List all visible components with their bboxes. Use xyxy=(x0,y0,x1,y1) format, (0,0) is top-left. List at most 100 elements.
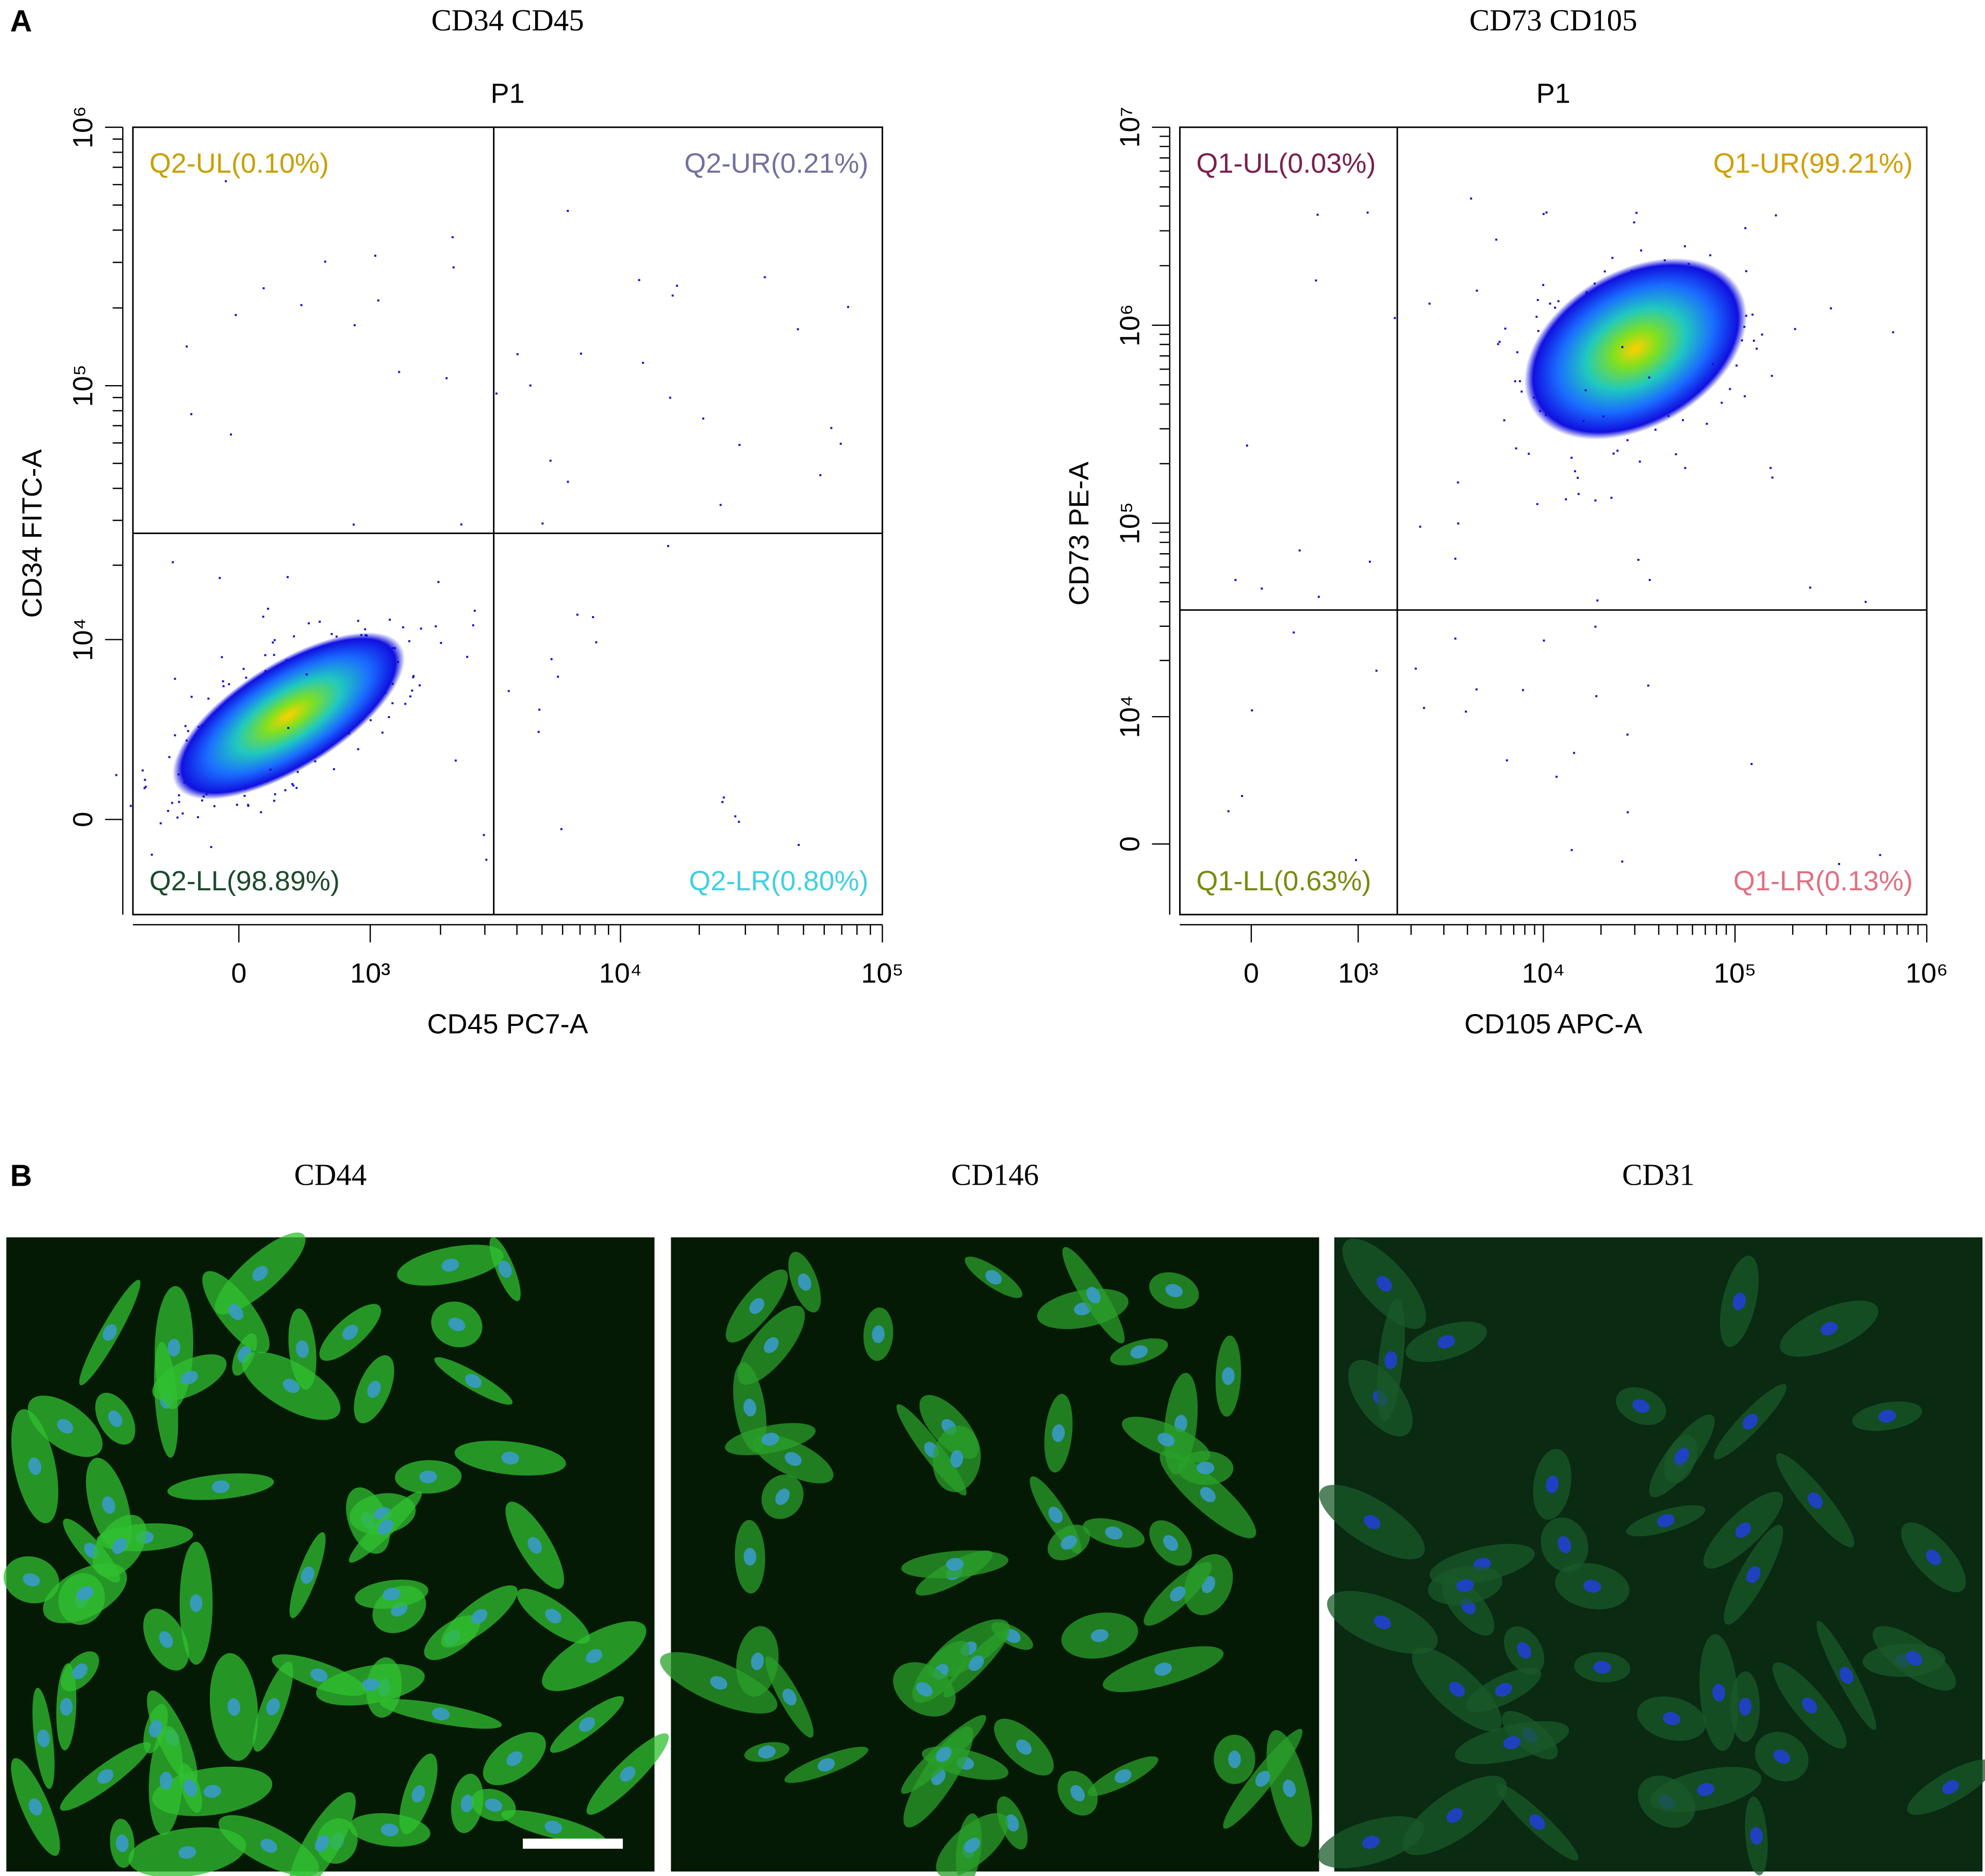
event-dot xyxy=(549,459,552,462)
event-dot xyxy=(1475,688,1478,691)
event-dot xyxy=(1516,351,1518,354)
nucleus xyxy=(1942,1780,1959,1795)
event-dot xyxy=(178,801,180,803)
event-dot xyxy=(1419,525,1421,528)
event-dot xyxy=(411,689,413,692)
event-dot xyxy=(460,523,462,526)
nucleus xyxy=(964,1837,980,1853)
event-dot xyxy=(1639,460,1641,463)
event-dot xyxy=(1838,862,1841,865)
x-axis-label: CD45 PC7-A xyxy=(427,1008,588,1039)
chart-title: CD34 CD45 xyxy=(431,3,584,37)
event-dot xyxy=(1684,245,1686,247)
nucleus xyxy=(620,1766,636,1782)
nucleus xyxy=(506,1751,523,1766)
event-dot xyxy=(1612,452,1615,455)
nucleus xyxy=(1255,1770,1270,1787)
event-dot xyxy=(567,480,569,483)
event-dot xyxy=(451,236,454,239)
nucleus xyxy=(1663,1712,1680,1725)
nucleus xyxy=(149,1720,162,1738)
event-dot xyxy=(1892,331,1894,334)
event-dot xyxy=(1503,419,1506,422)
event-dot xyxy=(307,622,310,625)
event-dot xyxy=(353,523,355,526)
event-dot xyxy=(1573,752,1576,754)
nucleus xyxy=(465,1374,482,1388)
nucleus xyxy=(743,1399,756,1417)
nucleus xyxy=(818,1758,835,1772)
event-dot xyxy=(798,844,800,846)
event-dot xyxy=(364,628,367,630)
nucleus xyxy=(184,1779,197,1797)
event-dot xyxy=(374,255,376,257)
nucleus xyxy=(1377,1275,1392,1292)
event-dot xyxy=(1498,341,1501,343)
event-dot xyxy=(719,504,722,506)
event-dot xyxy=(1771,375,1773,377)
x-tick-label: 0 xyxy=(1244,958,1259,989)
event-dot xyxy=(1721,402,1723,404)
nucleus xyxy=(283,1379,300,1393)
nucleus xyxy=(527,1537,542,1554)
event-dot xyxy=(1457,481,1459,484)
x-tick-label: 10⁴ xyxy=(599,958,642,989)
event-dot xyxy=(1542,213,1545,215)
event-dot xyxy=(1528,453,1530,455)
event-dot xyxy=(839,442,842,445)
event-dot xyxy=(1712,363,1714,366)
nucleus xyxy=(57,1419,74,1434)
event-dot xyxy=(262,616,264,618)
event-dot xyxy=(1640,249,1643,252)
event-dot xyxy=(1594,499,1597,502)
event-dot xyxy=(210,846,212,848)
event-dot xyxy=(333,768,335,770)
event-dot xyxy=(229,433,232,436)
micrograph xyxy=(4,1232,669,1876)
y-tick-label: 10⁴ xyxy=(1114,695,1145,738)
nucleus xyxy=(1739,1698,1752,1716)
event-dot xyxy=(1470,197,1473,200)
nucleus xyxy=(23,1573,40,1587)
nucleus xyxy=(936,1747,952,1762)
event-dot xyxy=(1454,557,1457,560)
event-dot xyxy=(324,260,326,263)
y-tick-label: 10⁷ xyxy=(1114,107,1145,148)
nucleus xyxy=(72,1663,88,1680)
nucleus xyxy=(460,1795,474,1813)
event-dot xyxy=(143,787,146,789)
event-dot xyxy=(1454,637,1457,640)
event-dot xyxy=(1751,313,1754,316)
event-dot xyxy=(472,624,474,626)
nucleus xyxy=(28,1798,42,1816)
nucleus xyxy=(1200,1487,1216,1502)
x-tick-label: 10⁶ xyxy=(1906,958,1948,989)
event-dot xyxy=(273,654,275,656)
nucleus xyxy=(758,1746,776,1758)
event-dot xyxy=(267,607,269,610)
nucleus xyxy=(1222,1367,1235,1385)
event-dot xyxy=(184,725,187,727)
nucleus xyxy=(203,1785,221,1798)
event-dot xyxy=(273,639,276,641)
nucleus xyxy=(586,1649,603,1664)
nucleus xyxy=(377,1519,393,1535)
quadrant-label: Q1-LL(0.63%) xyxy=(1196,866,1371,897)
event-dot xyxy=(1769,467,1772,469)
event-dot xyxy=(1515,447,1517,450)
event-dot xyxy=(129,805,132,807)
x-axis-label: CD105 APC-A xyxy=(1464,1008,1642,1039)
event-dot xyxy=(1648,578,1651,581)
nucleus xyxy=(211,1480,230,1493)
event-dot xyxy=(1317,595,1320,598)
panel-label: B xyxy=(10,1159,32,1192)
nucleus xyxy=(1456,1579,1474,1592)
event-dot xyxy=(580,352,582,355)
event-dot xyxy=(466,656,469,658)
event-dot xyxy=(1422,707,1425,709)
nucleus xyxy=(1495,1683,1512,1697)
event-dot xyxy=(207,698,210,700)
event-dot xyxy=(1465,710,1467,713)
event-dot xyxy=(567,210,569,212)
event-dot xyxy=(159,822,162,825)
